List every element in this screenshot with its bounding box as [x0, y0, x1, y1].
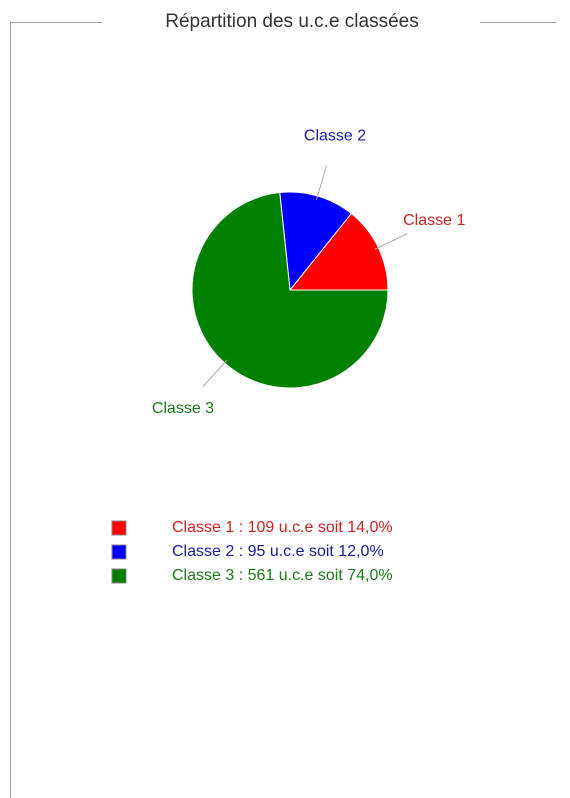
leader-line	[315, 165, 328, 200]
legend-label: Classe 3 : 561 u.c.e soit 74,0%	[172, 567, 393, 584]
slice-label: Classe 2	[304, 128, 366, 145]
legend-label: Classe 2 : 95 u.c.e soit 12,0%	[172, 543, 384, 560]
leader-line	[374, 233, 408, 250]
slice-label: Classe 3	[152, 400, 214, 417]
legend-swatch	[111, 520, 127, 536]
legend-swatch	[111, 568, 127, 584]
legend-label: Classe 1 : 109 u.c.e soit 14,0%	[172, 519, 393, 536]
legend-swatch	[111, 544, 127, 560]
group-title: Répartition des u.c.e classées	[165, 11, 418, 32]
leader-line	[202, 359, 228, 387]
slice-label: Classe 1	[403, 212, 465, 229]
